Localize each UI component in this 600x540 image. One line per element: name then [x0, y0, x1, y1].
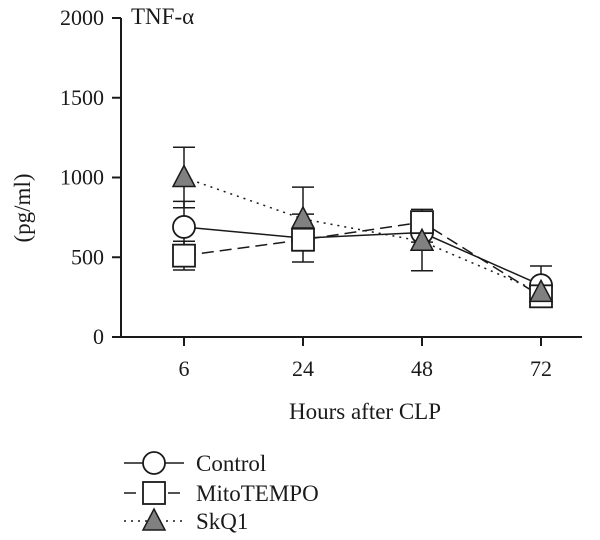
x-ticks: 6 24 48 72 — [179, 337, 552, 381]
data-point-skq1 — [528, 278, 554, 303]
plot-area — [171, 146, 554, 309]
x-tick-label: 24 — [292, 356, 314, 381]
x-tick-label: 72 — [530, 356, 552, 381]
legend-item-skq1: SkQ1 — [124, 507, 248, 534]
legend-label: SkQ1 — [196, 509, 248, 534]
series-line-control — [183, 226, 542, 286]
legend-marker-circle — [142, 451, 166, 475]
series-line-skq1 — [183, 176, 542, 294]
legend-marker-triangle — [141, 507, 167, 531]
legend-label: Control — [196, 451, 266, 476]
series-line-mitotempo — [183, 221, 542, 297]
y-tick-label: 1000 — [60, 165, 104, 190]
y-tick-label: 0 — [93, 324, 104, 349]
legend-item-control: Control — [124, 451, 266, 476]
x-tick-label: 6 — [179, 356, 190, 381]
data-point-skq1 — [171, 163, 197, 188]
legend-label: MitoTEMPO — [196, 481, 319, 506]
y-tick-label: 500 — [71, 244, 104, 269]
legend: Control MitoTEMPO SkQ1 — [124, 451, 319, 534]
y-tick-label: 2000 — [60, 5, 104, 30]
y-tick-label: 1500 — [60, 85, 104, 110]
legend-item-mitotempo: MitoTEMPO — [124, 481, 319, 506]
y-ticks: 0 500 1000 1500 2000 — [60, 5, 121, 349]
data-point-mitotempo — [291, 227, 315, 252]
x-tick-label: 48 — [411, 356, 433, 381]
data-point-control — [172, 215, 196, 239]
data-point-skq1 — [409, 227, 435, 252]
chart-title: TNF-α — [131, 4, 194, 29]
data-point-mitotempo — [172, 243, 196, 268]
data-point-skq1 — [290, 205, 316, 229]
x-axis-label: Hours after CLP — [289, 399, 441, 424]
y-axis-label: (pg/ml) — [10, 174, 35, 243]
legend-marker-square — [142, 481, 166, 505]
